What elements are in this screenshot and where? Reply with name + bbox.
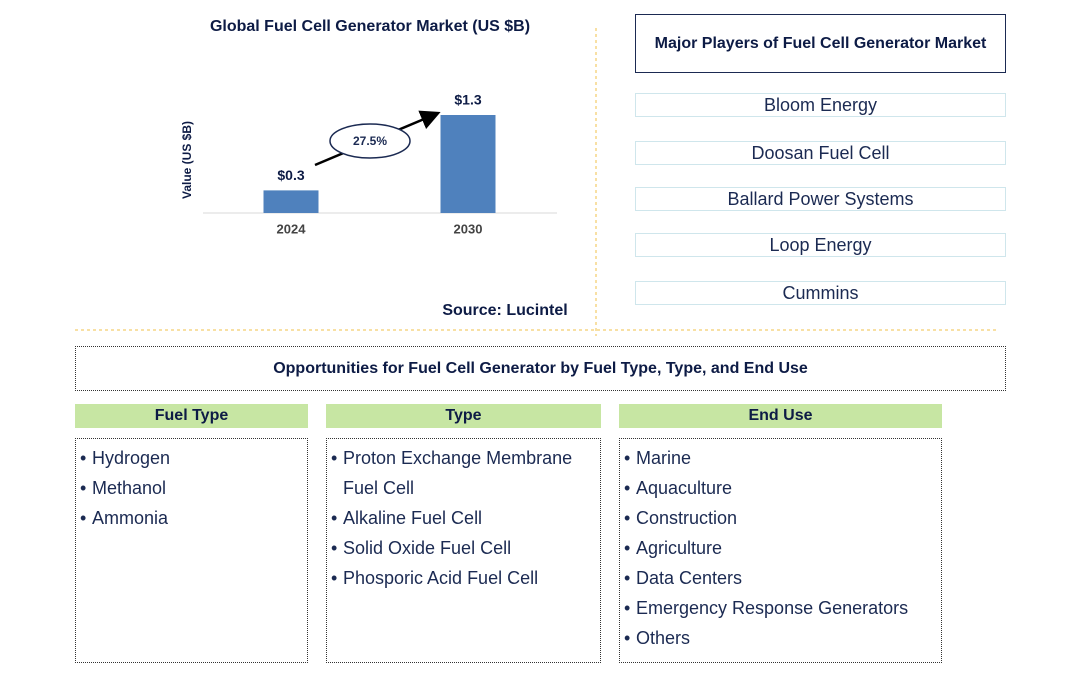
- growth-ellipse: [329, 123, 411, 159]
- list-item: Methanol: [80, 473, 301, 503]
- column-list: HydrogenMethanolAmmonia: [75, 438, 308, 663]
- opportunities-title: Opportunities for Fuel Cell Generator by…: [75, 346, 1006, 391]
- value-label: $1.3: [454, 92, 481, 108]
- value-label: $0.3: [277, 167, 304, 183]
- list-item: Hydrogen: [80, 443, 301, 473]
- source: Source: Lucintel: [442, 302, 567, 319]
- growth-label: 27.5%: [353, 134, 387, 148]
- list-item: Data Centers: [624, 563, 935, 593]
- column-header: Fuel Type: [75, 404, 308, 428]
- list-item: Emergency Response Generators: [624, 593, 935, 623]
- column-header: End Use: [619, 404, 942, 428]
- list-item: Phosporic Acid Fuel Cell: [331, 563, 594, 593]
- list-item: Solid Oxide Fuel Cell: [331, 533, 594, 563]
- list-item: Ammonia: [80, 503, 301, 533]
- x-tick-label: 2030: [454, 221, 483, 236]
- list-item: Others: [624, 623, 935, 653]
- player-item: Loop Energy: [635, 233, 1006, 257]
- x-tick-label: 2024: [277, 221, 307, 236]
- player-item: Cummins: [635, 281, 1006, 305]
- list-item: Proton Exchange Membrane Fuel Cell: [331, 443, 594, 503]
- column-list: MarineAquacultureConstructionAgriculture…: [619, 438, 942, 663]
- bar: [263, 190, 319, 213]
- players-title: Major Players of Fuel Cell Generator Mar…: [635, 14, 1006, 73]
- player-item: Doosan Fuel Cell: [635, 141, 1006, 165]
- column-list: Proton Exchange Membrane Fuel CellAlkali…: [326, 438, 601, 663]
- y-axis-label: Value (US $B): [180, 121, 194, 199]
- column-header: Type: [326, 404, 601, 428]
- list-item: Aquaculture: [624, 473, 935, 503]
- list-item: Marine: [624, 443, 935, 473]
- list-item: Agriculture: [624, 533, 935, 563]
- list-item: Construction: [624, 503, 935, 533]
- list-item: Alkaline Fuel Cell: [331, 503, 594, 533]
- player-item: Bloom Energy: [635, 93, 1006, 117]
- chart-title: Global Fuel Cell Generator Market (US $B…: [210, 18, 530, 35]
- player-item: Ballard Power Systems: [635, 187, 1006, 211]
- bar: [440, 115, 496, 213]
